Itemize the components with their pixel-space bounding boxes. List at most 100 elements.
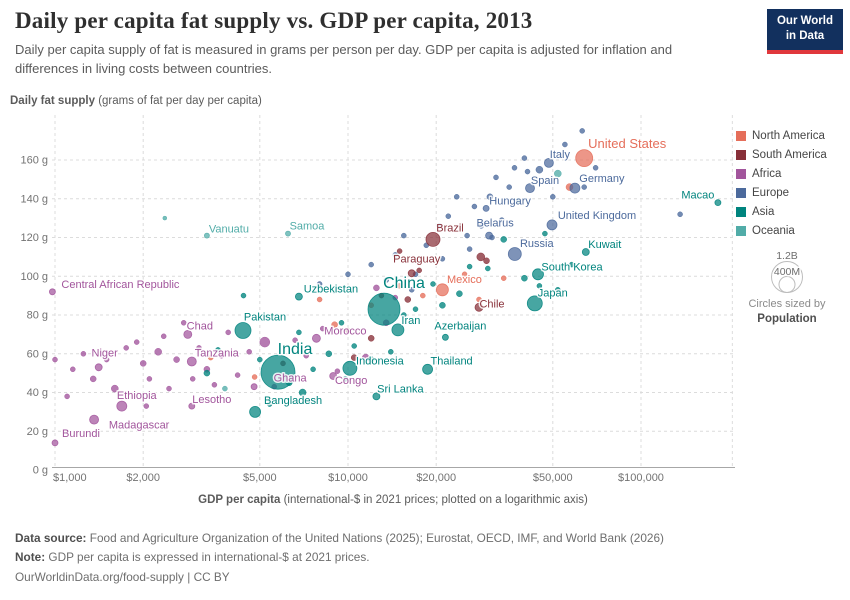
data-point[interactable] bbox=[334, 368, 341, 374]
data-point[interactable] bbox=[408, 287, 415, 293]
data-point[interactable] bbox=[456, 290, 463, 297]
data-point[interactable] bbox=[143, 403, 150, 409]
data-point[interactable] bbox=[536, 283, 543, 289]
data-point[interactable] bbox=[331, 321, 338, 328]
data-point[interactable] bbox=[416, 267, 422, 274]
country-dot-central-african-republic[interactable] bbox=[49, 288, 56, 296]
country-dot-pakistan[interactable] bbox=[234, 322, 252, 339]
data-point[interactable] bbox=[521, 155, 528, 161]
country-dot-vanuatu[interactable] bbox=[203, 232, 210, 239]
legend-item-africa[interactable]: Africa bbox=[736, 164, 827, 183]
data-point[interactable] bbox=[554, 169, 562, 178]
country-dot-thailand[interactable] bbox=[422, 363, 434, 375]
data-point[interactable] bbox=[296, 329, 302, 336]
data-point[interactable] bbox=[222, 385, 228, 392]
legend-item-north-america[interactable]: North America bbox=[736, 126, 827, 145]
data-point[interactable] bbox=[162, 215, 168, 221]
data-point[interactable] bbox=[396, 248, 403, 254]
data-point[interactable] bbox=[180, 320, 187, 326]
data-point[interactable] bbox=[412, 306, 419, 312]
country-dot-lesotho[interactable] bbox=[188, 402, 196, 410]
data-point[interactable] bbox=[316, 296, 323, 303]
data-point[interactable] bbox=[345, 271, 351, 278]
data-point[interactable] bbox=[234, 372, 241, 378]
data-point[interactable] bbox=[225, 329, 231, 336]
country-dot-paraguay[interactable] bbox=[407, 269, 416, 278]
country-dot-russia[interactable] bbox=[507, 247, 522, 261]
data-point[interactable] bbox=[215, 347, 221, 353]
data-point[interactable] bbox=[240, 292, 247, 299]
data-point[interactable] bbox=[111, 384, 119, 393]
data-point[interactable] bbox=[367, 335, 375, 342]
data-point[interactable] bbox=[292, 337, 298, 343]
data-point[interactable] bbox=[388, 349, 394, 355]
data-point[interactable] bbox=[581, 184, 587, 190]
country-dot-sri-lanka[interactable] bbox=[372, 392, 381, 401]
country-dot-italy[interactable] bbox=[544, 157, 554, 168]
data-point[interactable] bbox=[350, 354, 358, 361]
country-dot-congo[interactable] bbox=[329, 372, 338, 380]
data-point[interactable] bbox=[461, 271, 468, 278]
data-point[interactable] bbox=[511, 165, 518, 171]
data-point[interactable] bbox=[445, 213, 452, 219]
data-point[interactable] bbox=[351, 343, 357, 349]
data-point[interactable] bbox=[80, 351, 87, 357]
data-point[interactable] bbox=[338, 320, 345, 326]
data-point[interactable] bbox=[485, 265, 491, 272]
data-point[interactable] bbox=[515, 197, 521, 204]
data-point[interactable] bbox=[123, 345, 129, 351]
data-point[interactable] bbox=[436, 223, 443, 229]
data-point[interactable] bbox=[401, 232, 407, 239]
country-dot-ghana[interactable] bbox=[250, 383, 258, 391]
data-point[interactable] bbox=[476, 252, 486, 262]
data-point[interactable] bbox=[524, 168, 531, 175]
data-point[interactable] bbox=[500, 275, 507, 281]
data-point[interactable] bbox=[310, 366, 316, 373]
data-point[interactable] bbox=[251, 374, 258, 380]
country-dot-indonesia[interactable] bbox=[342, 360, 358, 376]
data-point[interactable] bbox=[439, 302, 446, 309]
data-point[interactable] bbox=[203, 369, 211, 377]
data-point[interactable] bbox=[439, 256, 446, 262]
owid-logo[interactable]: Our World in Data bbox=[767, 9, 843, 54]
data-point[interactable] bbox=[430, 281, 436, 287]
data-point[interactable] bbox=[466, 246, 473, 252]
data-point[interactable] bbox=[373, 284, 380, 292]
data-point[interactable] bbox=[478, 223, 485, 229]
country-dot-chile[interactable] bbox=[474, 302, 484, 312]
data-point[interactable] bbox=[562, 141, 568, 148]
data-point[interactable] bbox=[579, 128, 585, 134]
data-point[interactable] bbox=[568, 261, 575, 268]
data-point[interactable] bbox=[173, 356, 180, 363]
country-dot-germany[interactable] bbox=[569, 182, 581, 194]
country-dot-madagascar[interactable] bbox=[89, 414, 99, 425]
country-dot-ethiopia[interactable] bbox=[116, 400, 128, 412]
country-dot-brazil[interactable] bbox=[425, 231, 441, 247]
legend-item-oceania[interactable]: Oceania bbox=[736, 221, 827, 240]
source-link[interactable]: OurWorldinData.org/food-supply | CC BY bbox=[15, 569, 230, 584]
country-dot-mexico[interactable] bbox=[435, 283, 449, 297]
data-point[interactable] bbox=[483, 257, 490, 265]
data-point[interactable] bbox=[550, 194, 556, 200]
country-dot-south-korea[interactable] bbox=[532, 268, 544, 281]
legend-item-south-america[interactable]: South America bbox=[736, 145, 827, 164]
country-dot-azerbaijan[interactable] bbox=[441, 333, 449, 341]
country-dot-chad[interactable] bbox=[183, 329, 193, 339]
country-dot-bangladesh[interactable] bbox=[249, 405, 262, 418]
data-point[interactable] bbox=[404, 296, 412, 303]
data-point[interactable] bbox=[420, 292, 426, 299]
data-point[interactable] bbox=[476, 296, 482, 303]
data-point[interactable] bbox=[325, 350, 333, 358]
country-dot-samoa[interactable] bbox=[285, 230, 291, 237]
country-dot-belarus[interactable] bbox=[485, 231, 494, 240]
data-point[interactable] bbox=[52, 356, 58, 363]
data-point[interactable] bbox=[139, 360, 147, 367]
country-dot-morocco[interactable] bbox=[311, 333, 321, 343]
data-point[interactable] bbox=[332, 289, 337, 295]
data-point[interactable] bbox=[211, 382, 218, 388]
country-dot-japan[interactable] bbox=[526, 295, 543, 312]
data-point[interactable] bbox=[70, 366, 76, 373]
data-point[interactable] bbox=[392, 252, 399, 258]
data-point[interactable] bbox=[246, 349, 252, 355]
